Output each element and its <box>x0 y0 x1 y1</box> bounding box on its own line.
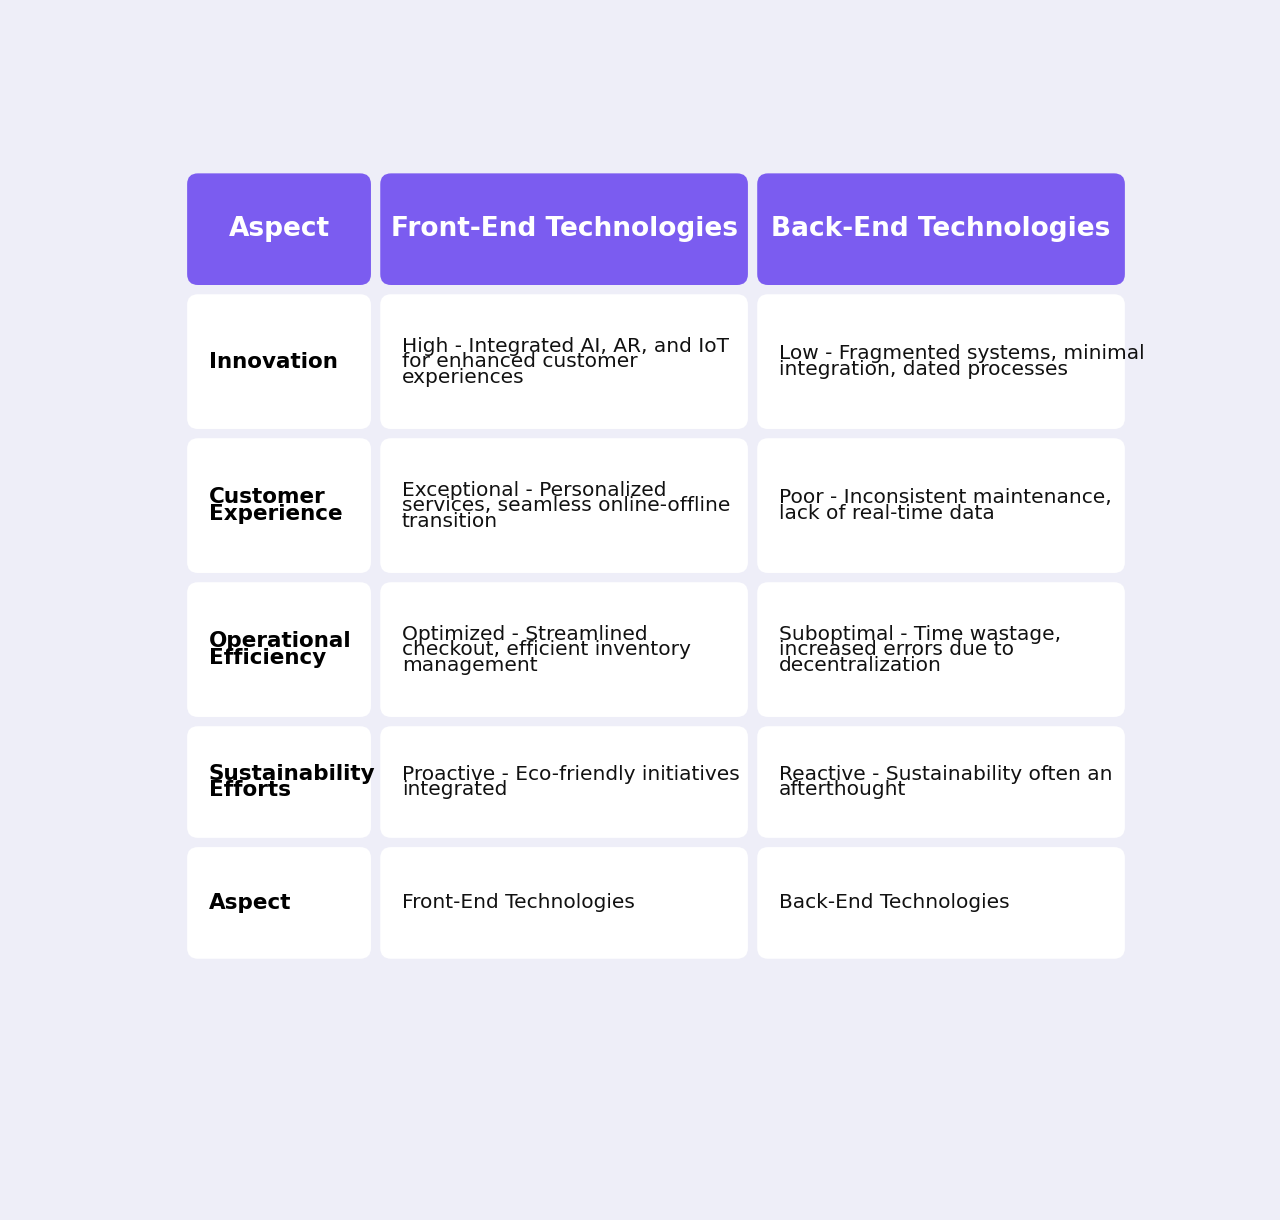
Text: Aspect: Aspect <box>228 216 330 243</box>
Text: checkout, efficient inventory: checkout, efficient inventory <box>402 640 691 659</box>
Text: integrated: integrated <box>402 781 507 799</box>
Text: afterthought: afterthought <box>780 781 906 799</box>
Text: experiences: experiences <box>402 367 525 387</box>
Text: Exceptional - Personalized: Exceptional - Personalized <box>402 481 667 500</box>
Text: Efforts: Efforts <box>209 781 291 800</box>
FancyBboxPatch shape <box>187 726 371 838</box>
Text: services, seamless online-offline: services, seamless online-offline <box>402 497 731 515</box>
FancyBboxPatch shape <box>758 173 1125 285</box>
Text: Low - Fragmented systems, minimal: Low - Fragmented systems, minimal <box>780 344 1144 364</box>
FancyBboxPatch shape <box>758 847 1125 959</box>
FancyBboxPatch shape <box>187 847 371 959</box>
Text: Suboptimal - Time wastage,: Suboptimal - Time wastage, <box>780 625 1061 644</box>
Text: Innovation: Innovation <box>209 351 338 372</box>
Text: Poor - Inconsistent maintenance,: Poor - Inconsistent maintenance, <box>780 488 1111 508</box>
FancyBboxPatch shape <box>758 582 1125 717</box>
Text: Back-End Technologies: Back-End Technologies <box>772 216 1111 243</box>
Text: Efficiency: Efficiency <box>209 648 326 667</box>
Text: for enhanced customer: for enhanced customer <box>402 353 637 371</box>
Text: lack of real-time data: lack of real-time data <box>780 504 995 523</box>
Text: Customer: Customer <box>209 487 325 508</box>
Text: Optimized - Streamlined: Optimized - Streamlined <box>402 625 648 644</box>
FancyBboxPatch shape <box>380 438 748 573</box>
FancyBboxPatch shape <box>380 294 748 429</box>
FancyBboxPatch shape <box>187 438 371 573</box>
FancyBboxPatch shape <box>758 726 1125 838</box>
Text: integration, dated processes: integration, dated processes <box>780 360 1068 379</box>
FancyBboxPatch shape <box>758 294 1125 429</box>
FancyBboxPatch shape <box>380 726 748 838</box>
FancyBboxPatch shape <box>380 582 748 717</box>
FancyBboxPatch shape <box>380 847 748 959</box>
Text: Operational: Operational <box>209 632 352 651</box>
Text: Back-End Technologies: Back-End Technologies <box>780 893 1010 913</box>
Text: Sustainability: Sustainability <box>209 764 375 783</box>
Text: increased errors due to: increased errors due to <box>780 640 1014 659</box>
Text: Reactive - Sustainability often an: Reactive - Sustainability often an <box>780 765 1112 783</box>
Text: High - Integrated AI, AR, and IoT: High - Integrated AI, AR, and IoT <box>402 337 728 356</box>
Text: management: management <box>402 655 538 675</box>
Text: decentralization: decentralization <box>780 655 942 675</box>
FancyBboxPatch shape <box>758 438 1125 573</box>
Text: Front-End Technologies: Front-End Technologies <box>402 893 635 913</box>
Text: transition: transition <box>402 511 498 531</box>
FancyBboxPatch shape <box>187 582 371 717</box>
Text: Proactive - Eco-friendly initiatives: Proactive - Eco-friendly initiatives <box>402 765 740 783</box>
FancyBboxPatch shape <box>380 173 748 285</box>
FancyBboxPatch shape <box>187 294 371 429</box>
Text: Experience: Experience <box>209 504 343 523</box>
Text: Front-End Technologies: Front-End Technologies <box>390 216 737 243</box>
FancyBboxPatch shape <box>187 173 371 285</box>
Text: Aspect: Aspect <box>209 893 292 913</box>
